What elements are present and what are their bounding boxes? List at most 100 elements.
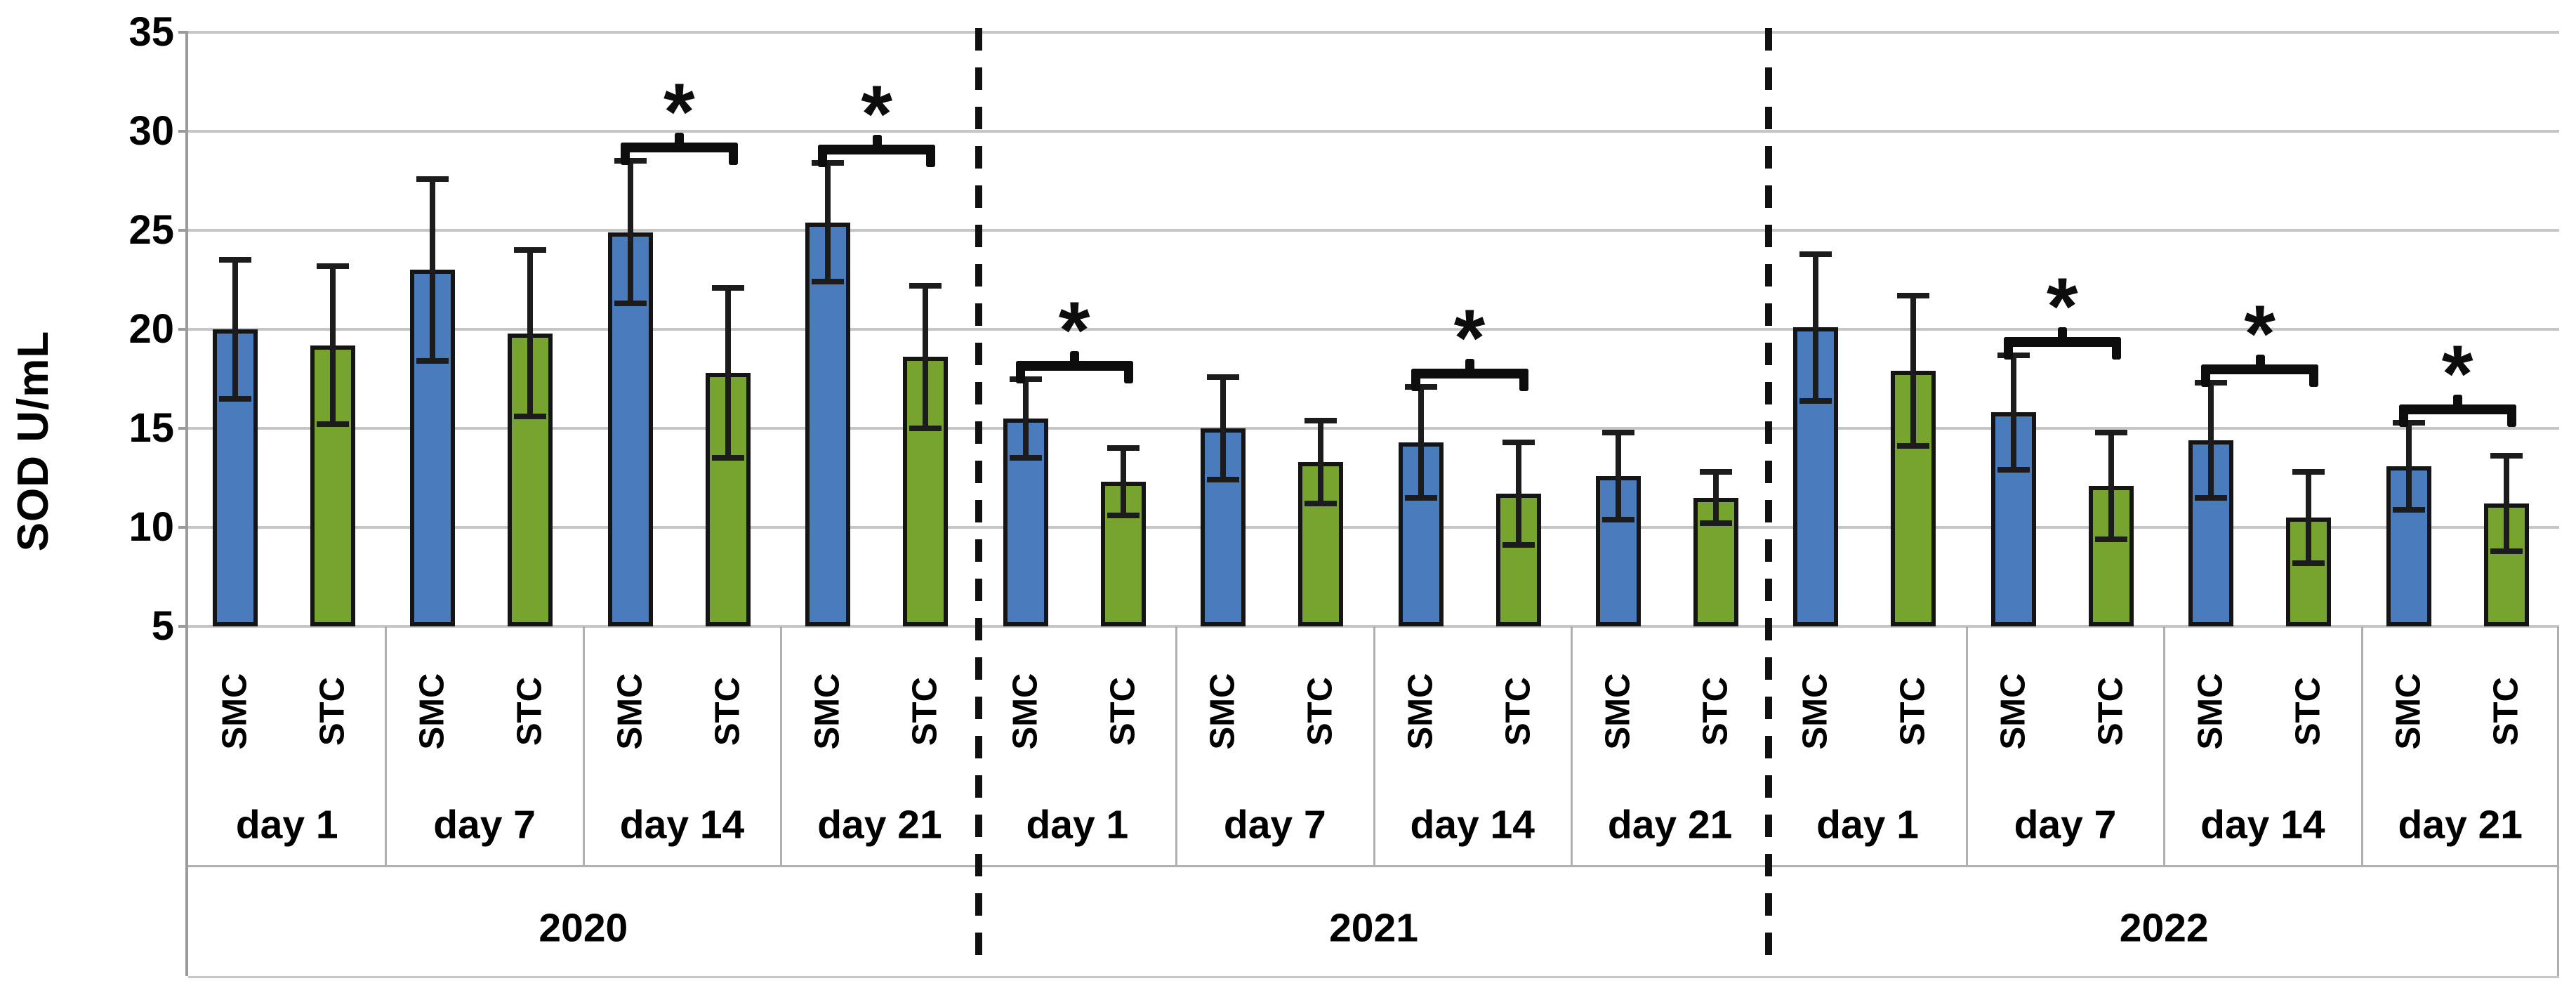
error-bar	[2503, 456, 2509, 551]
y-axis-tick	[178, 229, 188, 232]
significance-bracket-nub	[675, 133, 685, 153]
day-group-separator	[1570, 626, 1573, 865]
error-bar	[2405, 422, 2412, 510]
year-separator-dashed-line	[1765, 28, 1773, 963]
stc-category-label: STC	[906, 677, 944, 746]
smc-category-label: SMC	[216, 673, 254, 750]
significance-bracket-right-hook	[2111, 336, 2121, 360]
stc-category-label: STC	[1104, 677, 1142, 746]
smc-category-label: SMC	[1203, 673, 1242, 750]
gridline	[188, 328, 2559, 331]
error-bar-bottom-cap	[812, 279, 845, 285]
error-bar	[1615, 432, 1621, 520]
day-group-separator	[385, 626, 388, 865]
smc-bar	[805, 222, 851, 626]
day-group-separator	[780, 626, 783, 865]
error-bar-bottom-cap	[317, 421, 349, 428]
day-label: day 1	[235, 802, 338, 848]
stc-category-label: STC	[1894, 677, 1932, 746]
error-bar-bottom-cap	[2292, 560, 2325, 566]
error-bar-bottom-cap	[1304, 501, 1337, 507]
error-bar	[1318, 420, 1324, 504]
day-label: day 14	[619, 802, 745, 848]
error-bar-top-cap	[711, 284, 744, 291]
y-tick-label: 30	[128, 108, 174, 154]
significance-bracket-right-hook	[1519, 368, 1528, 391]
significance-bracket-right-hook	[2506, 404, 2516, 427]
y-axis-tick	[178, 526, 188, 529]
significance-bracket-right-hook	[728, 143, 738, 166]
error-bar-bottom-cap	[1699, 520, 1732, 527]
significance-bracket-left-hook	[2201, 364, 2211, 388]
error-bar-top-cap	[909, 282, 942, 289]
error-bar-bottom-cap	[1897, 443, 1930, 449]
smc-category-label: SMC	[2389, 673, 2428, 750]
error-bar	[1022, 378, 1029, 459]
error-bar-bottom-cap	[1009, 455, 1042, 461]
error-bar	[1712, 472, 1719, 524]
y-tick-label: 15	[128, 405, 174, 451]
error-bar-bottom-cap	[2392, 506, 2425, 513]
significance-bracket-nub	[1465, 358, 1474, 378]
year-label: 2021	[1329, 905, 1418, 951]
stc-category-label: STC	[2092, 677, 2130, 746]
error-bar-bottom-cap	[1207, 477, 1240, 483]
error-bar-top-cap	[2490, 453, 2523, 459]
smc-bar	[2188, 440, 2234, 626]
day-group-separator	[2163, 626, 2166, 865]
error-bar	[1220, 376, 1227, 480]
y-tick-label: 5	[151, 603, 174, 649]
significance-asterisk: *	[1453, 293, 1486, 383]
day-row-border	[188, 865, 2559, 867]
error-bar-bottom-cap	[2094, 536, 2127, 542]
error-bar-top-cap	[1799, 251, 1832, 257]
significance-asterisk: *	[2441, 329, 2473, 419]
day-label: day 21	[1607, 802, 1733, 848]
error-bar-top-cap	[1207, 374, 1240, 380]
day-group-separator	[1965, 626, 1968, 865]
error-bar-bottom-cap	[1997, 467, 2030, 473]
error-bar	[2108, 432, 2114, 539]
smc-category-label: SMC	[611, 673, 649, 750]
gridline	[188, 526, 2559, 529]
day-label: day 1	[1816, 802, 1919, 848]
error-bar	[430, 178, 436, 362]
error-bar	[825, 163, 831, 282]
error-bar-bottom-cap	[2490, 548, 2523, 554]
y-tick-label: 25	[128, 207, 174, 253]
error-bar-top-cap	[614, 158, 647, 164]
y-axis-tick	[178, 328, 188, 331]
error-bar	[232, 260, 238, 399]
smc-bar	[1201, 428, 1246, 626]
error-bar-top-cap	[1897, 293, 1930, 299]
error-bar	[627, 161, 633, 304]
error-bar	[1515, 442, 1521, 546]
stc-category-label: STC	[510, 677, 549, 746]
significance-bracket-left-hook	[2003, 336, 2013, 360]
error-bar-top-cap	[2292, 469, 2325, 475]
error-bar	[2010, 355, 2016, 470]
error-bar-bottom-cap	[219, 395, 251, 402]
error-bar-top-cap	[812, 160, 845, 166]
error-bar	[1418, 386, 1424, 498]
error-bar-top-cap	[1997, 352, 2030, 358]
significance-bracket-right-hook	[2309, 364, 2319, 388]
gridline	[188, 130, 2559, 133]
significance-bracket-left-hook	[1015, 360, 1025, 383]
day-group-separator	[1373, 626, 1375, 865]
error-bar-bottom-cap	[514, 414, 547, 420]
significance-bracket-nub	[2453, 394, 2463, 414]
error-bar	[725, 287, 731, 459]
error-bar-bottom-cap	[1799, 397, 1832, 404]
y-tick-label: 20	[128, 306, 174, 352]
year-label: 2022	[2119, 905, 2209, 951]
error-bar-bottom-cap	[1601, 516, 1634, 522]
error-bar	[1910, 296, 1917, 447]
significance-bracket-nub	[2058, 327, 2068, 347]
error-bar-top-cap	[1009, 376, 1042, 382]
error-bar-top-cap	[219, 257, 251, 263]
error-bar-bottom-cap	[1404, 494, 1437, 501]
stc-category-label: STC	[1696, 677, 1735, 746]
day-label: day 21	[2398, 802, 2523, 848]
